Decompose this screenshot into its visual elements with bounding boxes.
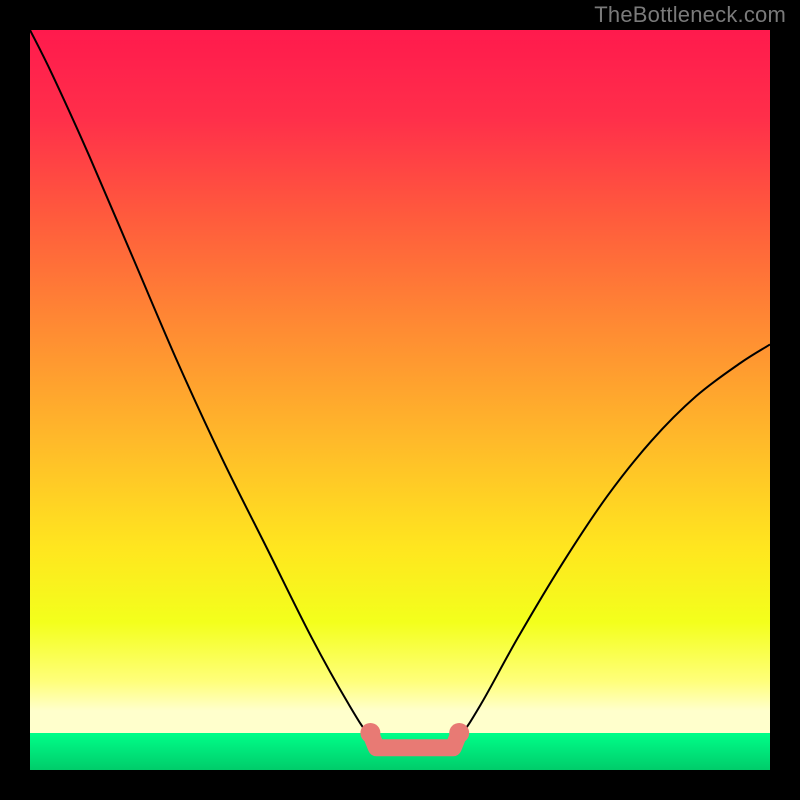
plot-area [30,30,770,770]
watermark-text: TheBottleneck.com [594,2,786,28]
valley-marker [360,723,469,748]
curve-line [30,30,770,748]
chart-frame: TheBottleneck.com [0,0,800,800]
bottleneck-curve [30,30,770,770]
